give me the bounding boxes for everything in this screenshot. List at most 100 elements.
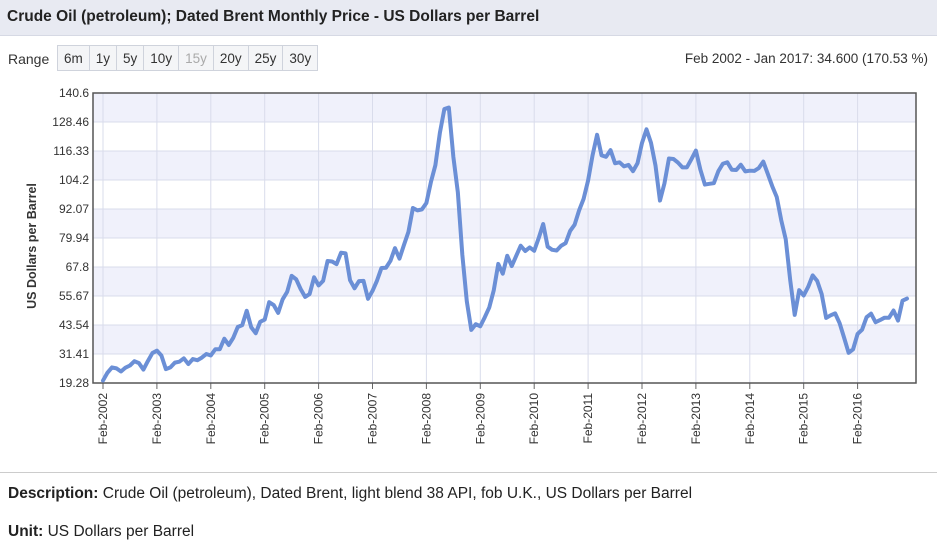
data-point[interactable] (182, 356, 186, 360)
data-point[interactable] (164, 367, 168, 371)
data-point[interactable] (860, 328, 864, 332)
data-point[interactable] (541, 222, 545, 226)
data-point[interactable] (191, 357, 195, 361)
data-point[interactable] (442, 107, 446, 111)
data-point[interactable] (591, 153, 595, 157)
data-point[interactable] (680, 165, 684, 169)
data-point[interactable] (317, 283, 321, 287)
data-point[interactable] (258, 320, 262, 324)
data-point[interactable] (874, 320, 878, 324)
data-point[interactable] (707, 182, 711, 186)
data-point[interactable] (330, 260, 334, 264)
range-button-5y[interactable]: 5y (116, 45, 145, 71)
data-point[interactable] (159, 353, 163, 357)
data-point[interactable] (137, 361, 141, 365)
data-point[interactable] (281, 297, 285, 301)
data-point[interactable] (353, 286, 357, 290)
data-point[interactable] (555, 249, 559, 253)
data-point[interactable] (487, 305, 491, 309)
data-point[interactable] (285, 290, 289, 294)
data-point[interactable] (528, 245, 532, 249)
data-point[interactable] (474, 322, 478, 326)
range-button-25y[interactable]: 25y (247, 45, 284, 71)
data-point[interactable] (564, 241, 568, 245)
data-point[interactable] (344, 251, 348, 255)
data-point[interactable] (698, 168, 702, 172)
data-point[interactable] (761, 160, 765, 164)
range-button-30y[interactable]: 30y (282, 45, 319, 71)
data-point[interactable] (299, 287, 303, 291)
data-point[interactable] (806, 285, 810, 289)
data-point[interactable] (869, 312, 873, 316)
data-point[interactable] (438, 131, 442, 135)
data-point[interactable] (838, 321, 842, 325)
data-point[interactable] (627, 163, 631, 167)
data-point[interactable] (155, 349, 159, 353)
data-point[interactable] (186, 362, 190, 366)
data-point[interactable] (604, 155, 608, 159)
data-point[interactable] (411, 206, 415, 210)
data-point[interactable] (577, 208, 581, 212)
data-point[interactable] (662, 181, 666, 185)
data-point[interactable] (483, 315, 487, 319)
data-point[interactable] (559, 244, 563, 248)
data-point[interactable] (716, 169, 720, 173)
range-button-20y[interactable]: 20y (212, 45, 249, 71)
data-point[interactable] (743, 169, 747, 173)
data-point[interactable] (887, 316, 891, 320)
range-button-15y[interactable]: 15y (178, 45, 214, 71)
data-point[interactable] (505, 254, 509, 258)
data-point[interactable] (375, 279, 379, 283)
data-point[interactable] (510, 264, 514, 268)
data-point[interactable] (689, 157, 693, 161)
data-point[interactable] (865, 315, 869, 319)
data-point[interactable] (433, 163, 437, 167)
range-button-10y[interactable]: 10y (143, 45, 180, 71)
data-point[interactable] (388, 259, 392, 263)
data-point[interactable] (209, 353, 213, 357)
data-point[interactable] (901, 299, 905, 303)
data-point[interactable] (496, 262, 500, 266)
data-point[interactable] (878, 318, 882, 322)
data-point[interactable] (402, 243, 406, 247)
data-point[interactable] (222, 337, 226, 341)
data-point[interactable] (168, 365, 172, 369)
data-point[interactable] (263, 318, 267, 322)
data-point[interactable] (905, 297, 909, 301)
data-point[interactable] (671, 157, 675, 161)
data-point[interactable] (110, 365, 114, 369)
data-point[interactable] (469, 328, 473, 332)
data-point[interactable] (721, 162, 725, 166)
data-point[interactable] (406, 230, 410, 234)
data-point[interactable] (128, 364, 132, 368)
data-point[interactable] (600, 153, 604, 157)
data-point[interactable] (550, 248, 554, 252)
data-point[interactable] (725, 160, 729, 164)
data-point[interactable] (532, 249, 536, 253)
data-point[interactable] (240, 323, 244, 327)
data-point[interactable] (892, 309, 896, 313)
data-point[interactable] (631, 169, 635, 173)
data-point[interactable] (820, 292, 824, 296)
data-point[interactable] (856, 332, 860, 336)
data-point[interactable] (195, 358, 199, 362)
data-point[interactable] (694, 149, 698, 153)
data-point[interactable] (568, 229, 572, 233)
data-point[interactable] (653, 163, 657, 167)
data-point[interactable] (779, 218, 783, 222)
data-point[interactable] (770, 184, 774, 188)
data-point[interactable] (321, 279, 325, 283)
data-point[interactable] (371, 289, 375, 293)
range-button-6m[interactable]: 6m (57, 45, 90, 71)
data-point[interactable] (478, 324, 482, 328)
data-point[interactable] (424, 201, 428, 205)
data-point[interactable] (429, 180, 433, 184)
data-point[interactable] (537, 236, 541, 240)
data-point[interactable] (842, 336, 846, 340)
data-point[interactable] (847, 351, 851, 355)
data-point[interactable] (685, 165, 689, 169)
data-point[interactable] (649, 141, 653, 145)
data-point[interactable] (213, 347, 217, 351)
data-point[interactable] (757, 166, 761, 170)
data-point[interactable] (613, 161, 617, 165)
